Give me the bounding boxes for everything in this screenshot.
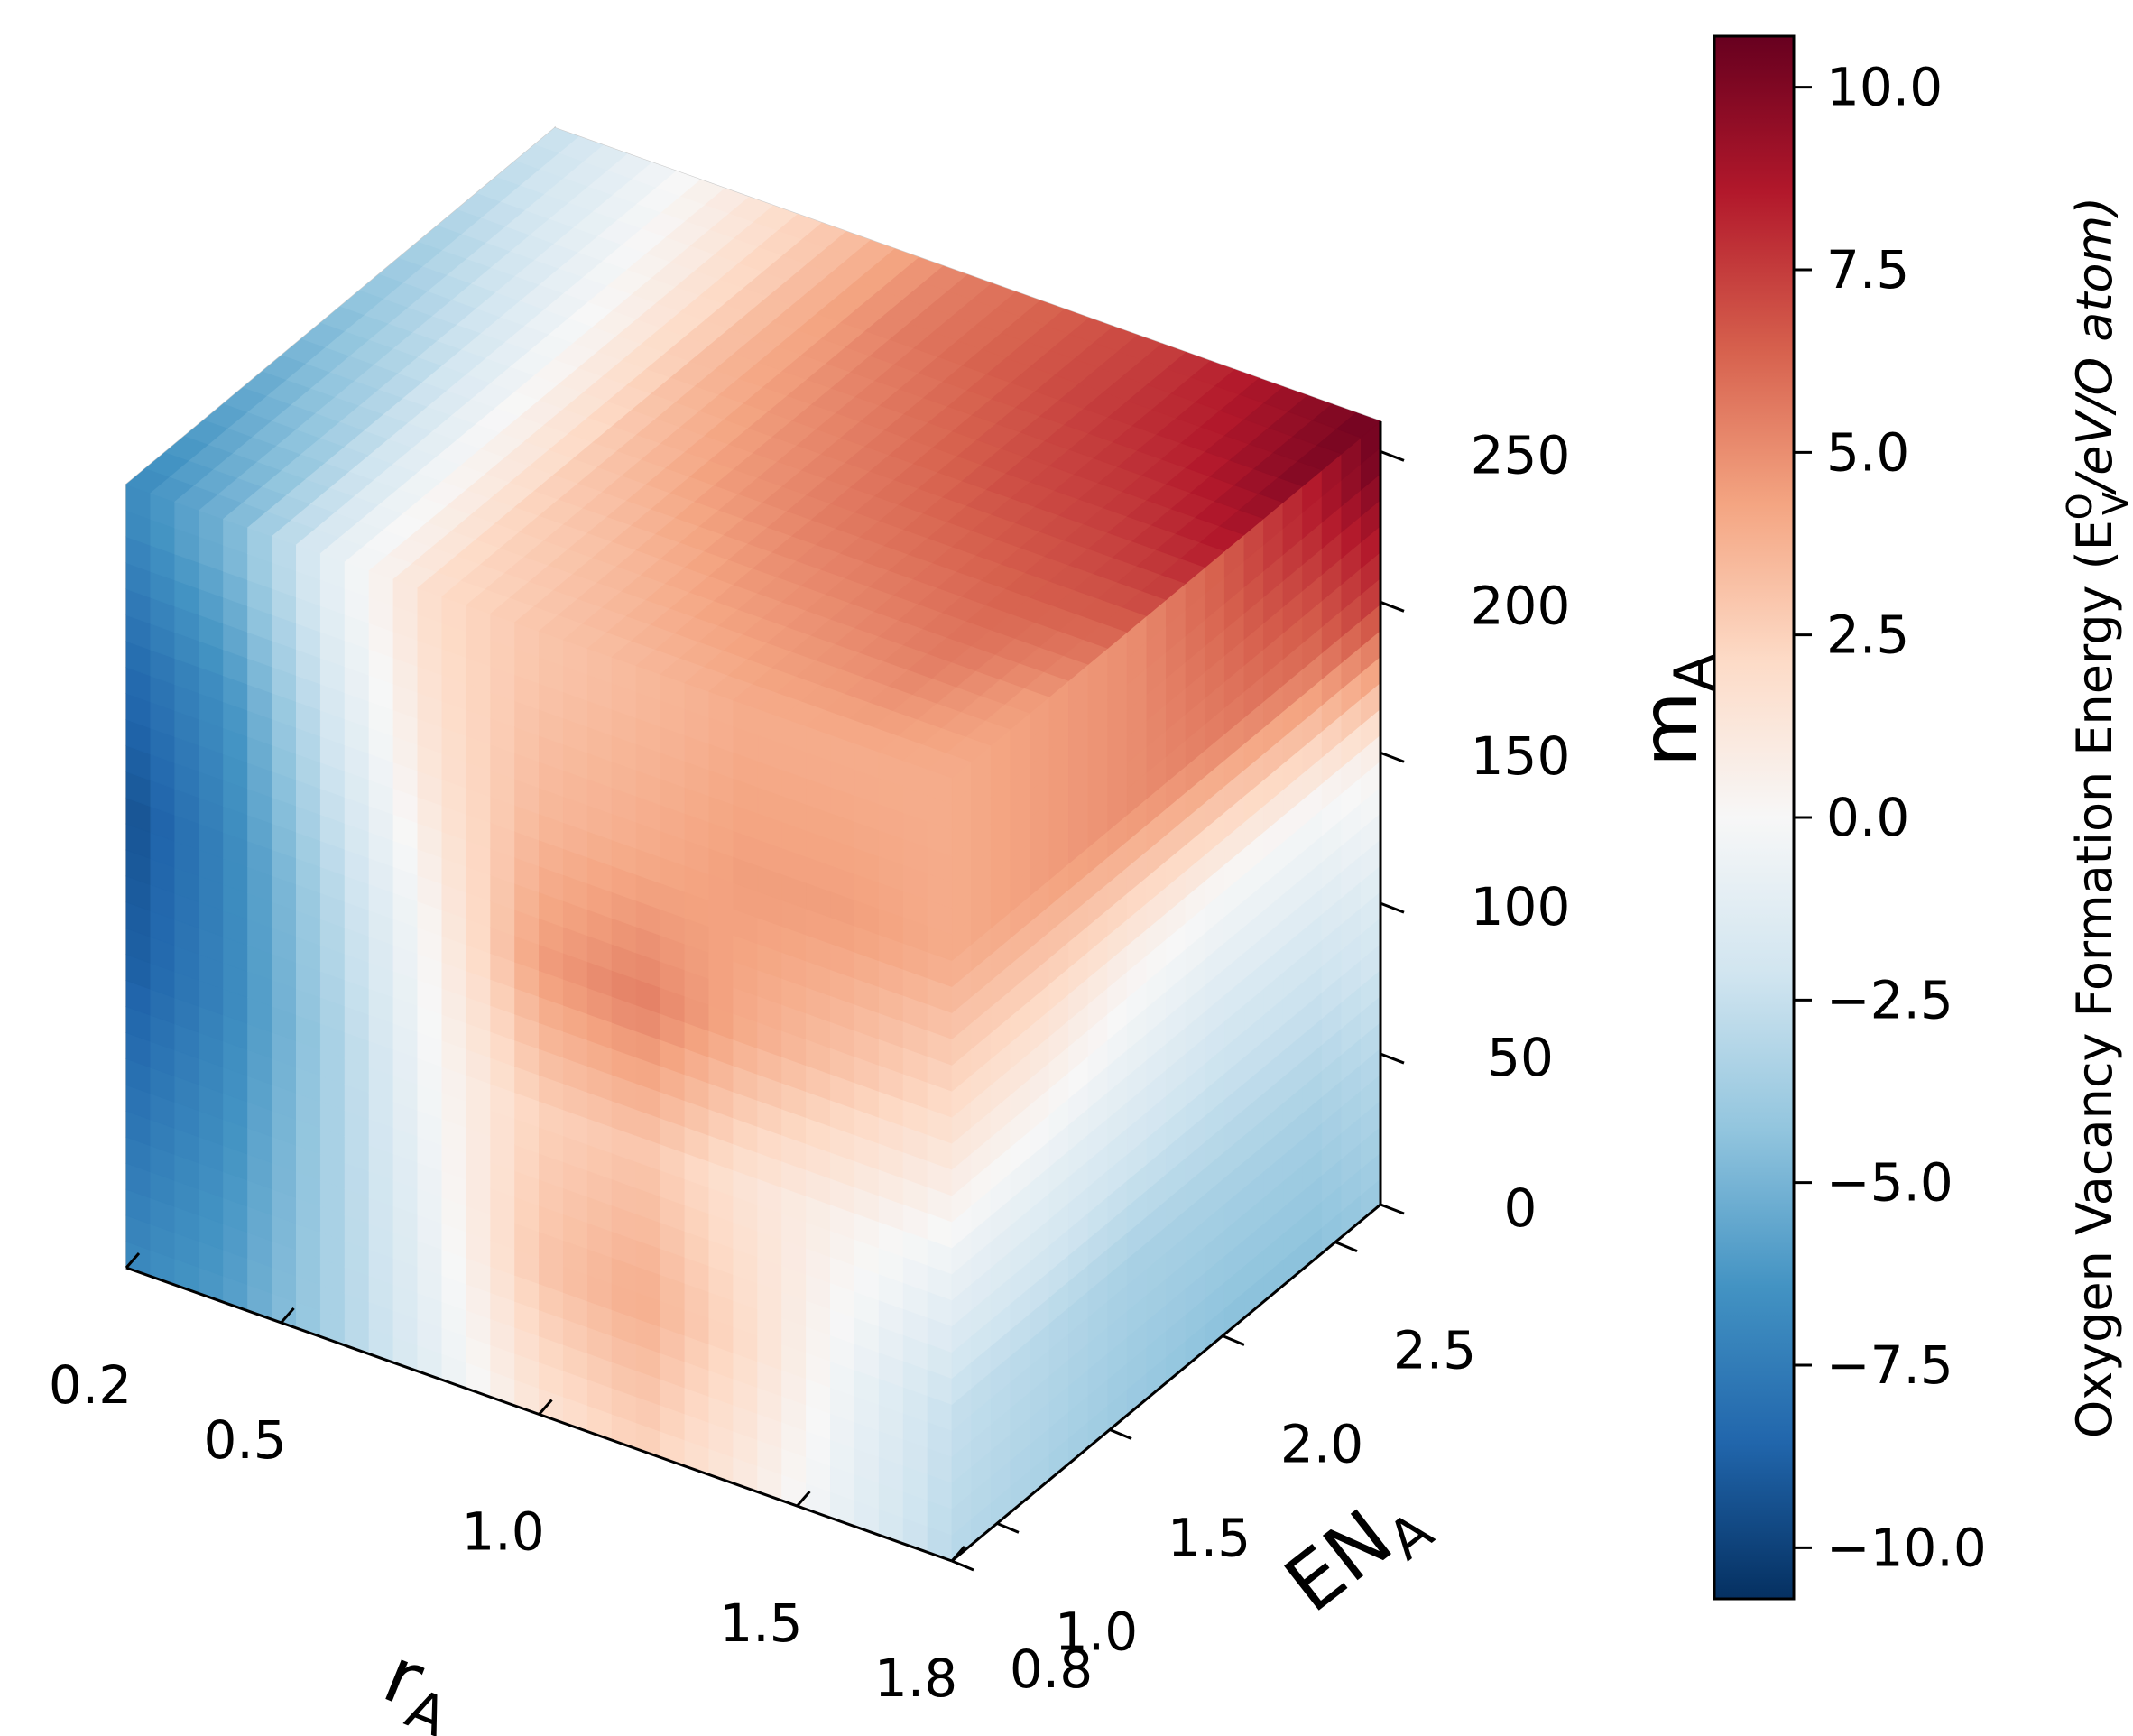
colorbar-tick-label: 2.5 — [1826, 605, 1909, 666]
z-tick — [1380, 1203, 1405, 1215]
x-tick — [950, 1546, 966, 1562]
colorbar-tick-label: 7.5 — [1826, 239, 1909, 300]
x-tick-label: 0.5 — [203, 1409, 286, 1471]
colorbar-tick-label: 10.0 — [1826, 57, 1943, 118]
colorbar-tick-label: −5.0 — [1826, 1152, 1953, 1214]
colorbar-tick-label: −2.5 — [1826, 969, 1953, 1030]
colorbar-tick-label: −10.0 — [1826, 1517, 1987, 1578]
x-tick — [538, 1399, 553, 1416]
y-tick — [996, 1522, 1020, 1534]
x-tick-label: 1.8 — [874, 1648, 957, 1709]
y-tick-label: 2.0 — [1280, 1414, 1363, 1475]
z-tick-label: 200 — [1471, 575, 1571, 636]
z-tick-label: 150 — [1471, 725, 1571, 787]
y-axis-line — [951, 1203, 1381, 1563]
z-tick — [1380, 449, 1405, 462]
y-tick-label: 0.8 — [1010, 1639, 1093, 1700]
z-tick — [1380, 901, 1405, 914]
z-tick — [1380, 600, 1405, 613]
y-tick-label: 2.5 — [1393, 1320, 1476, 1381]
x-tick — [796, 1491, 811, 1508]
z-tick-label: 100 — [1471, 876, 1571, 937]
y-tick-label: 1.0 — [1055, 1601, 1138, 1662]
colorbar-tick-label: −7.5 — [1826, 1334, 1953, 1396]
y-tick — [1334, 1241, 1358, 1252]
x-tick-label: 1.5 — [719, 1593, 802, 1654]
side-face — [951, 420, 1381, 1562]
x-tick-label: 1.0 — [461, 1501, 544, 1563]
z-tick — [1380, 1052, 1405, 1065]
z-tick-label: 0 — [1504, 1177, 1537, 1239]
colorbar-ticks: 10.0 7.5 5.0 2.5 0.0 −2.5 −5.0 −7.5 −10.0 — [1794, 57, 1987, 1578]
axis-ticks: 0.20.51.01.51.8 0.81.01.52.02.50501001502… — [49, 424, 1570, 1709]
z-tick-label: 250 — [1471, 424, 1571, 485]
z-tick-label: 50 — [1487, 1027, 1554, 1088]
colorbar-tick-label: 5.0 — [1826, 421, 1909, 483]
colorbar-label: Oxygen Vacancy Formation Energy (EOV/eV/… — [2060, 197, 2133, 1439]
y-tick — [1109, 1428, 1132, 1440]
front-face — [125, 484, 953, 1562]
colorbar-gradient — [1713, 34, 1796, 1601]
x-tick — [280, 1307, 295, 1324]
z-tick — [1380, 751, 1405, 763]
x-tick — [125, 1252, 141, 1269]
y-tick — [951, 1559, 974, 1572]
top-face — [125, 127, 1381, 779]
y-tick — [1222, 1334, 1245, 1346]
colorbar-tick-label: 0.0 — [1826, 787, 1909, 848]
y-tick-label: 1.5 — [1168, 1507, 1251, 1568]
x-tick-label: 0.2 — [49, 1354, 132, 1416]
